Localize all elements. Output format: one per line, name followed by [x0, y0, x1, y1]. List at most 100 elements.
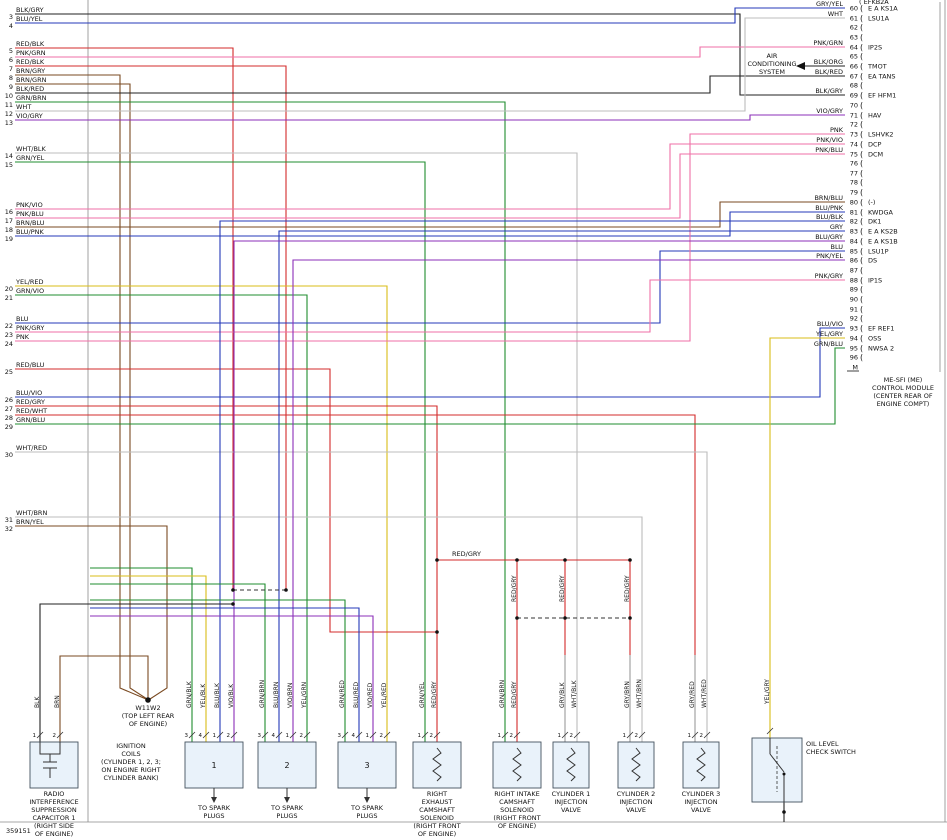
pin-bracket: (: [860, 256, 863, 265]
pin-wire-color-label: BLU: [830, 243, 843, 251]
pin-number: 66: [850, 63, 858, 71]
component-pin-number: 1: [623, 733, 627, 739]
wire-red-blk: [15, 47, 234, 590]
pin-wire-color-label: PNK/GRY: [815, 272, 843, 280]
pin-name: KWDGA: [868, 209, 893, 217]
wire-pnk: [15, 133, 845, 342]
ground-label: W11W2: [135, 704, 160, 712]
spark-arrow-icon: [364, 797, 370, 803]
pin-wire-color-label: PNK: [830, 126, 844, 134]
wire-pnk-grn: [15, 46, 845, 58]
spark-arrow-icon: [211, 797, 217, 803]
pin-tick: [355, 731, 363, 739]
component-pin-number: 2: [700, 733, 704, 739]
pin-bracket: (: [860, 344, 863, 353]
pin-number: 90: [850, 296, 858, 304]
pin-number: 81: [850, 209, 858, 217]
junction-dot: [628, 616, 632, 620]
to-spark-plugs-label: PLUGS: [276, 812, 297, 820]
module-label: ENGINE COMPT): [877, 400, 930, 408]
switch-contact-dot: [782, 772, 786, 776]
left-wire-color-label: PNK: [16, 333, 30, 341]
left-row-number: 23: [5, 331, 13, 339]
left-row-number: 10: [5, 92, 13, 100]
pin-bracket: (: [860, 324, 863, 333]
pin-bracket: (: [860, 150, 863, 159]
component-wire-color-label: YEL/RED: [381, 682, 388, 709]
pin-tick: [573, 731, 581, 739]
pin-bracket: (: [860, 178, 863, 187]
junction-dot: [231, 588, 235, 592]
pin-tick: [303, 731, 311, 739]
pin-name: EF HFM1: [868, 92, 896, 100]
wire-wht-blk: [15, 152, 578, 742]
pin-bracket: (: [860, 305, 863, 314]
wire-grn-red: [90, 599, 346, 742]
pin-number: 86: [850, 257, 858, 265]
pin-number: 85: [850, 248, 858, 256]
left-wire-color-label: YEL/RED: [15, 278, 44, 286]
wire-grn-vio: [15, 294, 308, 742]
pin-number: 94: [850, 335, 858, 343]
pin-bracket: (: [860, 4, 863, 13]
left-wire-color-label: GRN/BRN: [16, 94, 47, 102]
wire-wht-brn: [15, 516, 643, 742]
pin-name: E A KS2B: [868, 228, 898, 236]
component-wire-color-label: BLU/BLK: [214, 682, 221, 708]
pin-bracket: (: [860, 276, 863, 285]
right-intake-camshaft-solenoid: [492, 741, 542, 789]
pin-bracket: (: [860, 101, 863, 110]
pin-number: 76: [850, 160, 858, 168]
ac-arrow-icon: [796, 62, 805, 70]
pin-bracket: (: [860, 237, 863, 246]
component-wire-color-label: VIO/BRN: [287, 683, 294, 708]
cylinder-2-injection-valve-label: VALVE: [626, 806, 646, 814]
component-wire-color-label: RED/GRY: [511, 681, 518, 708]
oil-level-check-switch-label: CHECK SWITCH: [806, 748, 856, 756]
left-wire-color-label: RED/BLU: [16, 361, 45, 369]
pin-number: 68: [850, 82, 858, 90]
pin-bracket: (: [860, 111, 863, 120]
pin-tick: [638, 731, 646, 739]
component-pin-number: 2: [510, 733, 514, 739]
pin-name: TMOT: [867, 63, 887, 71]
wire-blu-blk: [219, 220, 845, 742]
wire-blk: [39, 603, 233, 742]
left-row-number: 12: [5, 110, 13, 118]
left-row-number: 14: [5, 152, 13, 160]
pin-tick: [561, 731, 569, 739]
ignition-coil-2: [257, 741, 317, 789]
pin-number: 95: [850, 345, 858, 353]
pin-number: 78: [850, 179, 858, 187]
pin-bracket: (: [860, 52, 863, 61]
pin-number: 91: [850, 306, 858, 314]
ignition-coils-label: (CYLINDER 1, 2, 3;: [101, 758, 161, 766]
pin-wire-color-label: YEL/GRY: [815, 330, 843, 338]
pin-tick: [275, 731, 283, 739]
component-pin-number: 1: [688, 733, 692, 739]
left-row-number: 30: [5, 451, 13, 459]
component-wire-color-label: WHT/BLK: [571, 679, 578, 708]
left-wire-color-label: WHT/BLK: [16, 145, 47, 153]
pin-bracket: (: [860, 208, 863, 217]
pin-number: 71: [850, 112, 858, 120]
pin-name: DCP: [868, 141, 882, 149]
pin-bracket: (: [860, 169, 863, 178]
radio-interference-suppression-capacitor-1-label: RADIO: [44, 790, 65, 798]
left-row-number: 4: [9, 22, 13, 30]
junction-dot: [563, 558, 567, 562]
component-pin-number: 2: [635, 733, 639, 739]
wire-red-blu: [15, 368, 437, 633]
left-wire-color-label: BRN/BLU: [16, 219, 45, 227]
to-spark-plugs-label: TO SPARK: [350, 804, 384, 812]
cylinder-3-injection-valve: [682, 741, 720, 789]
cylinder-3-injection-valve-label: CYLINDER 3: [682, 790, 721, 798]
component-wire-color-label: GRN/BRN: [499, 680, 506, 708]
component-pin-number: 2: [430, 733, 434, 739]
pin-bracket: (: [860, 353, 863, 362]
to-spark-plugs-label: PLUGS: [356, 812, 377, 820]
left-row-number: 18: [5, 226, 13, 234]
right-intake-camshaft-solenoid-label: OF ENGINE): [498, 822, 536, 830]
wire-yel-gry: [769, 337, 845, 738]
component-wire-color-label: GRN/BLK: [186, 680, 193, 708]
